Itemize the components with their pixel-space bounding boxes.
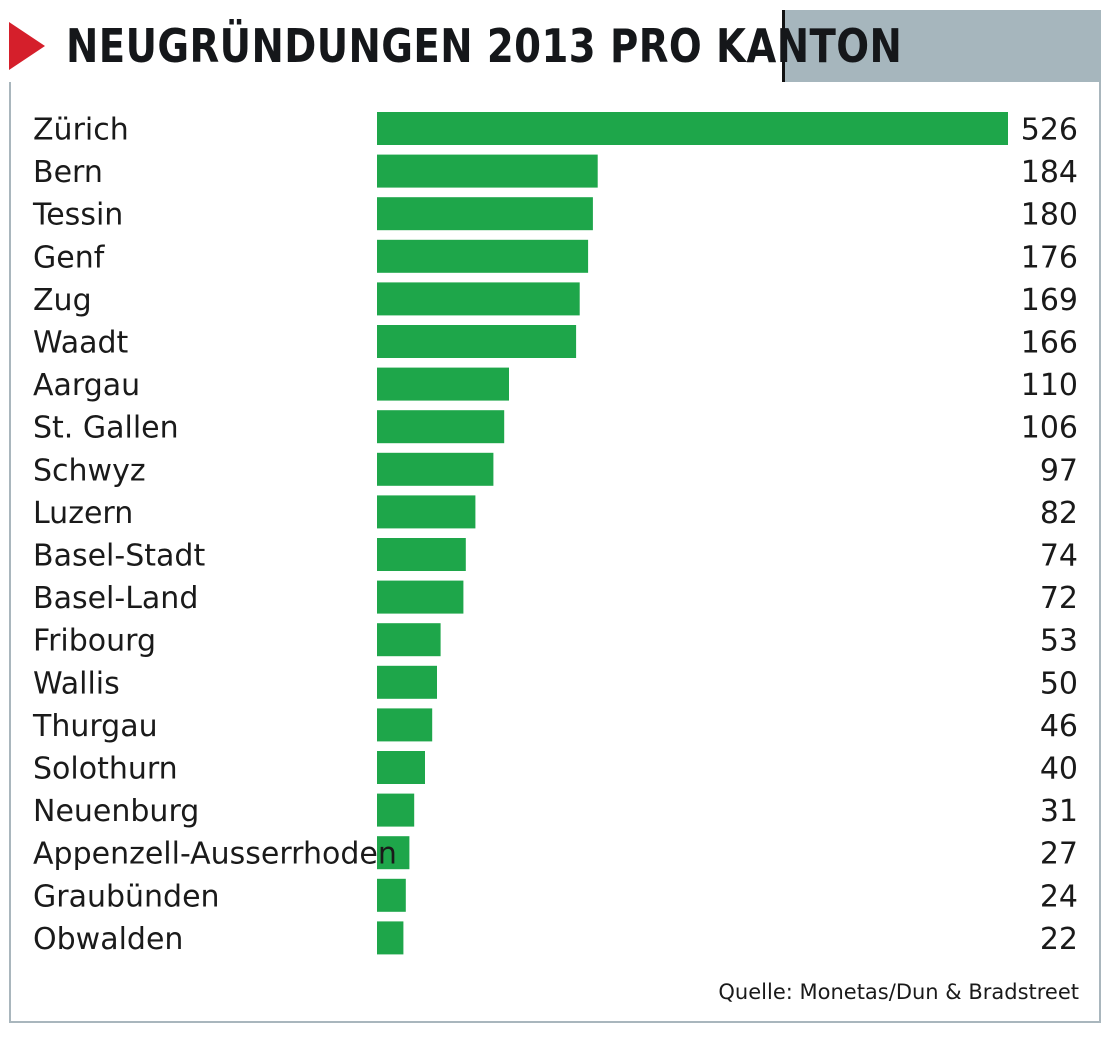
title-box	[9, 10, 785, 82]
value-label: 50	[1040, 666, 1078, 701]
bar	[377, 325, 577, 358]
category-label: Solothurn	[33, 752, 178, 787]
bar	[377, 367, 509, 401]
value-label: 46	[1040, 709, 1078, 744]
category-label: Bern	[33, 155, 103, 190]
category-label: Schwyz	[33, 453, 146, 488]
value-label: 74	[1040, 539, 1078, 574]
bar-series	[377, 112, 1008, 955]
bar	[377, 878, 406, 912]
category-label: Obwalden	[33, 922, 183, 957]
value-label: 72	[1040, 581, 1078, 616]
red-triangle-icon	[9, 22, 45, 70]
bar	[377, 708, 433, 742]
value-label: 176	[1021, 240, 1078, 275]
category-label: Zürich	[33, 113, 129, 148]
bar	[377, 665, 437, 699]
value-label: 40	[1040, 752, 1078, 787]
source-note: Quelle: Monetas/Dun & Bradstreet	[718, 980, 1079, 1004]
chart-title: NEUGRÜNDUNGEN 2013 PRO KANTON	[66, 19, 903, 73]
category-label: Waadt	[33, 326, 129, 361]
category-label: Appenzell-Ausserrhoden	[33, 837, 397, 872]
category-label: Aargau	[33, 368, 140, 403]
category-labels: Zürich Bern Tessin Genf Zug Waadt Aargau St. Ga…	[32, 113, 397, 957]
category-label: Wallis	[33, 666, 120, 701]
bar	[377, 452, 494, 486]
bar	[377, 495, 476, 529]
category-label: Tessin	[32, 198, 123, 233]
value-label: 169	[1021, 283, 1078, 318]
bar	[377, 751, 425, 784]
bar	[377, 793, 415, 827]
category-label: Basel-Land	[33, 581, 198, 616]
bar	[377, 538, 466, 571]
value-label: 31	[1040, 794, 1078, 829]
category-label: Basel-Stadt	[33, 539, 205, 574]
category-label: Graubünden	[33, 879, 220, 914]
value-label: 53	[1040, 624, 1078, 659]
value-labels: 526 184 180 176 169 166 110 106 97 82 74 72 53 50 46 40…	[1021, 113, 1078, 957]
bar	[377, 580, 464, 614]
category-label: Fribourg	[33, 624, 156, 659]
bar	[377, 623, 441, 657]
value-label: 166	[1021, 326, 1078, 361]
category-label: St. Gallen	[33, 411, 179, 446]
bar	[377, 282, 580, 316]
value-label: 27	[1040, 837, 1078, 872]
bar	[377, 154, 598, 188]
value-label: 97	[1040, 453, 1078, 488]
value-label: 24	[1040, 879, 1078, 914]
value-label: 106	[1021, 411, 1078, 446]
category-label: Neuenburg	[33, 794, 199, 829]
value-label: 526	[1021, 113, 1078, 148]
bar	[377, 921, 404, 955]
title-divider	[782, 10, 785, 82]
bar	[377, 239, 589, 273]
bar	[377, 836, 410, 870]
value-label: 184	[1021, 155, 1078, 190]
bar	[377, 197, 593, 231]
category-label: Luzern	[33, 496, 133, 531]
value-label: 22	[1040, 922, 1078, 957]
value-label: 180	[1021, 198, 1078, 233]
value-label: 110	[1021, 368, 1078, 403]
category-label: Thurgau	[32, 709, 158, 744]
bar	[377, 410, 505, 444]
category-label: Zug	[33, 283, 92, 318]
bar	[377, 112, 1008, 145]
category-label: Genf	[33, 240, 106, 275]
value-label: 82	[1040, 496, 1078, 531]
